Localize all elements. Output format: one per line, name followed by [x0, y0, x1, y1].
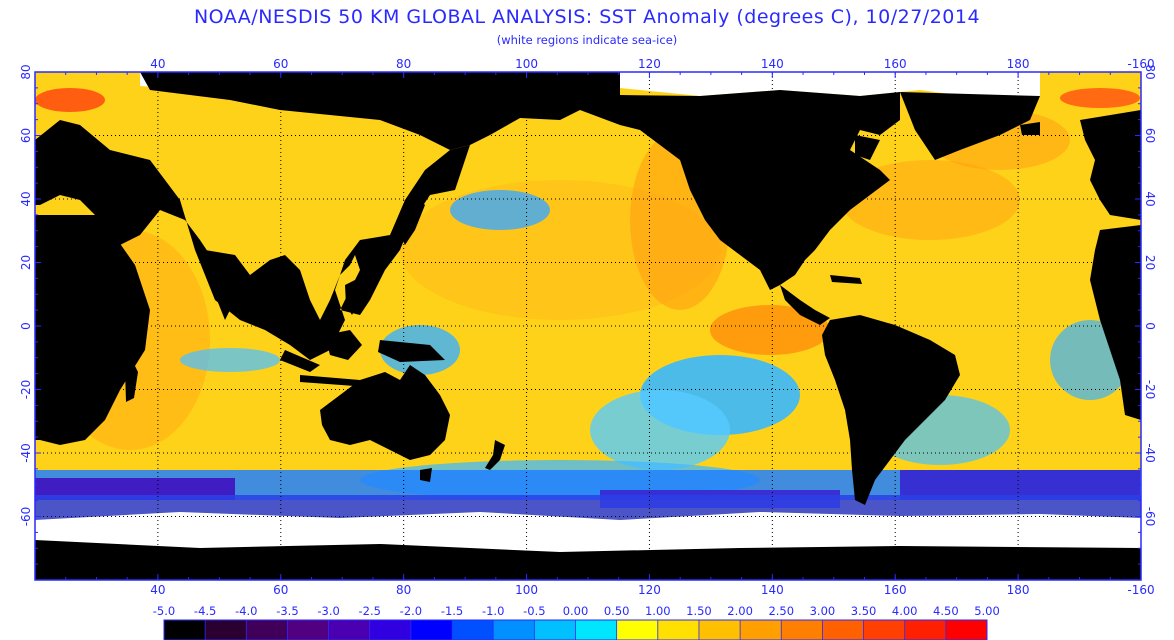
lon-label-top: 140 — [761, 57, 784, 71]
lon-label-top: 180 — [1007, 57, 1030, 71]
colorbar-label: 0.00 — [563, 604, 589, 618]
lat-label-right: 60 — [1143, 128, 1157, 143]
colorbar-label: -2.5 — [359, 604, 381, 618]
colorbar-swatch — [575, 620, 618, 640]
colorbar-label: -1.5 — [441, 604, 463, 618]
colorbar-label: -3.5 — [276, 604, 298, 618]
colorbar-label: 4.50 — [933, 604, 959, 618]
lat-label-right: 80 — [1143, 64, 1157, 79]
lon-label-bottom: 140 — [761, 583, 784, 597]
colorbar-swatch — [452, 620, 494, 640]
colorbar-label: 4.00 — [892, 604, 918, 618]
colorbar-label: 0.50 — [604, 604, 630, 618]
lat-label-left: 20 — [19, 255, 33, 270]
colorbar-label: -5.0 — [153, 604, 175, 618]
lat-label-right: -60 — [1143, 507, 1157, 527]
lat-label-left: -60 — [19, 507, 33, 527]
colorbar-label: 2.00 — [727, 604, 753, 618]
colorbar-swatch — [493, 620, 535, 640]
lon-label-bottom: 120 — [638, 583, 661, 597]
chart-title: NOAA/NESDIS 50 KM GLOBAL ANALYSIS: SST A… — [193, 6, 981, 28]
lon-label-bottom: -160 — [1127, 583, 1154, 597]
lon-label-top: 40 — [150, 57, 165, 71]
lat-label-right: -40 — [1143, 443, 1157, 463]
lat-label-left: 0 — [19, 322, 33, 330]
lat-label-right: 0 — [1143, 322, 1157, 330]
colorbar-label: 2.50 — [768, 604, 794, 618]
colorbar-swatch — [657, 620, 700, 640]
land-masses — [35, 72, 1141, 580]
colorbar-label: 1.00 — [645, 604, 671, 618]
colorbar-label: -2.0 — [400, 604, 422, 618]
graticule — [35, 72, 1141, 580]
lat-label-right: 20 — [1143, 255, 1157, 270]
colorbar-label: 5.00 — [974, 604, 1000, 618]
colorbar-swatch — [740, 620, 782, 640]
colorbar-swatch — [945, 620, 988, 640]
colorbar-label: 1.50 — [686, 604, 712, 618]
lat-label-left: -40 — [19, 443, 33, 463]
colorbar-swatch — [616, 620, 659, 640]
lon-label-top: 120 — [638, 57, 661, 71]
lat-label-left: 80 — [19, 64, 33, 79]
colorbar: -5.0 -4.5 -4.0 -3.5 -3.0 -2.5 -2.0 -1.5 -1.0 -0.5… — [153, 604, 1000, 640]
lat-label-right: 40 — [1143, 191, 1157, 206]
colorbar-label: -1.0 — [482, 604, 504, 618]
colorbar-label: -0.5 — [523, 604, 545, 618]
colorbar-swatch — [410, 620, 453, 640]
colorbar-label: -4.0 — [235, 604, 257, 618]
lat-label-left: 60 — [19, 128, 33, 143]
colorbar-swatch — [781, 620, 823, 640]
colorbar-swatch — [287, 620, 330, 640]
colorbar-swatch — [328, 620, 371, 640]
colorbar-swatch — [863, 620, 906, 640]
lon-label-bottom: 40 — [150, 583, 165, 597]
lat-label-left: 40 — [19, 191, 33, 206]
lon-label-bottom: 60 — [273, 583, 288, 597]
map-plot-area — [35, 72, 1141, 580]
lon-label-top: 160 — [884, 57, 907, 71]
colorbar-swatch — [369, 620, 412, 640]
colorbar-swatch — [246, 620, 288, 640]
lat-label-left: -20 — [19, 380, 33, 400]
chart-subtitle: (white regions indicate sea-ice) — [496, 33, 678, 47]
colorbar-swatch — [164, 620, 206, 640]
lon-label-bottom: 160 — [884, 583, 907, 597]
colorbar-swatch — [698, 620, 741, 640]
lon-label-top: -160 — [1127, 57, 1154, 71]
lat-label-right: -20 — [1143, 380, 1157, 400]
colorbar-swatch — [904, 620, 947, 640]
axis-labels: 40 40 60 60 80 80 100 100 120 120 140 140 160 160 180 1… — [19, 57, 1157, 597]
lon-label-top: 100 — [515, 57, 538, 71]
colorbar-swatch — [534, 620, 576, 640]
lon-label-top: 80 — [396, 57, 411, 71]
colorbar-swatch — [205, 620, 247, 640]
axis-ticks — [34, 71, 1142, 581]
lon-label-top: 60 — [273, 57, 288, 71]
colorbar-label: 3.00 — [810, 604, 836, 618]
colorbar-label: 3.50 — [851, 604, 877, 618]
colorbar-swatch — [822, 620, 865, 640]
lon-label-bottom: 100 — [515, 583, 538, 597]
lon-label-bottom: 80 — [396, 583, 411, 597]
lon-label-bottom: 180 — [1007, 583, 1030, 597]
colorbar-label: -4.5 — [194, 604, 216, 618]
colorbar-label: -3.0 — [317, 604, 339, 618]
